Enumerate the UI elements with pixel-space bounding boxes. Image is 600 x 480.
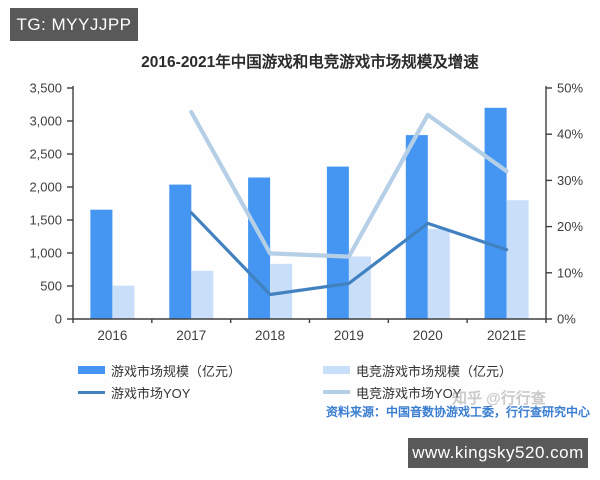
esports-market-bar-swatch-icon [323, 366, 350, 374]
url-watermark-badge: www.kingsky520.com [408, 438, 588, 468]
source-note: 资料来源：中国音数协游戏工委，行行查研究中心 [325, 405, 590, 419]
svg-text:2021E: 2021E [487, 328, 526, 343]
line-series-0 [189, 211, 509, 297]
svg-text:10%: 10% [557, 265, 583, 280]
url-watermark-text: www.kingsky520.com [412, 443, 584, 462]
legend-label: 电竞游戏市场YOY [356, 385, 462, 401]
svg-text:2020: 2020 [413, 328, 443, 343]
svg-text:3,000: 3,000 [29, 114, 62, 129]
legend-item-game-market-yoy: 游戏市场YOY [78, 384, 191, 401]
legend-item-game-market-size: 游戏市场规模（亿元） [78, 362, 242, 379]
svg-text:2019: 2019 [334, 328, 364, 343]
chart-title: 2016-2021年中国游戏和电竞游戏市场规模及增速 [141, 54, 479, 71]
legend-item-esports-market-size: 电竞游戏市场规模（亿元） [323, 362, 513, 379]
esports-market-line-swatch-icon [323, 390, 350, 394]
axes [72, 86, 547, 320]
svg-text:500: 500 [40, 279, 62, 294]
right-axis-ticks: 0% 10% 20% 30% 40% 50% [546, 81, 583, 327]
svg-text:3,500: 3,500 [29, 81, 62, 96]
legend-label: 游戏市场YOY [111, 385, 191, 401]
tg-watermark-badge: TG: MYYJJPP [10, 8, 138, 41]
svg-text:0%: 0% [557, 312, 576, 327]
legend-label: 电竞游戏市场规模（亿元） [356, 363, 513, 379]
legend-item-esports-market-yoy: 电竞游戏市场YOY [323, 384, 462, 401]
x-axis-ticks: 2016 2017 2018 2019 2020 2021E [72, 319, 547, 343]
market-size-growth-chart: 0 500 1,000 1,500 2,000 2,500 3,000 3,500 0% 10% 2… [29, 81, 583, 344]
svg-text:2,500: 2,500 [29, 147, 62, 162]
svg-text:2016: 2016 [97, 328, 127, 343]
svg-text:1,000: 1,000 [29, 246, 62, 261]
line-series-1 [189, 109, 509, 259]
svg-text:2017: 2017 [176, 328, 206, 343]
svg-text:2,000: 2,000 [29, 180, 62, 195]
svg-text:30%: 30% [557, 173, 583, 188]
svg-text:0: 0 [55, 312, 62, 327]
svg-text:40%: 40% [557, 127, 583, 142]
left-axis-ticks: 0 500 1,000 1,500 2,000 2,500 3,000 3,500 [29, 81, 73, 327]
svg-text:50%: 50% [557, 81, 583, 96]
svg-text:1,500: 1,500 [29, 213, 62, 228]
game-market-line-swatch-icon [78, 390, 105, 394]
game-market-bar-swatch-icon [78, 366, 105, 374]
tg-watermark-text: TG: MYYJJPP [16, 14, 132, 34]
svg-text:2018: 2018 [255, 328, 285, 343]
zhihu-watermark: 知乎 @行行查 [452, 390, 546, 407]
legend-label: 游戏市场规模（亿元） [111, 363, 242, 379]
svg-text:20%: 20% [557, 219, 583, 234]
